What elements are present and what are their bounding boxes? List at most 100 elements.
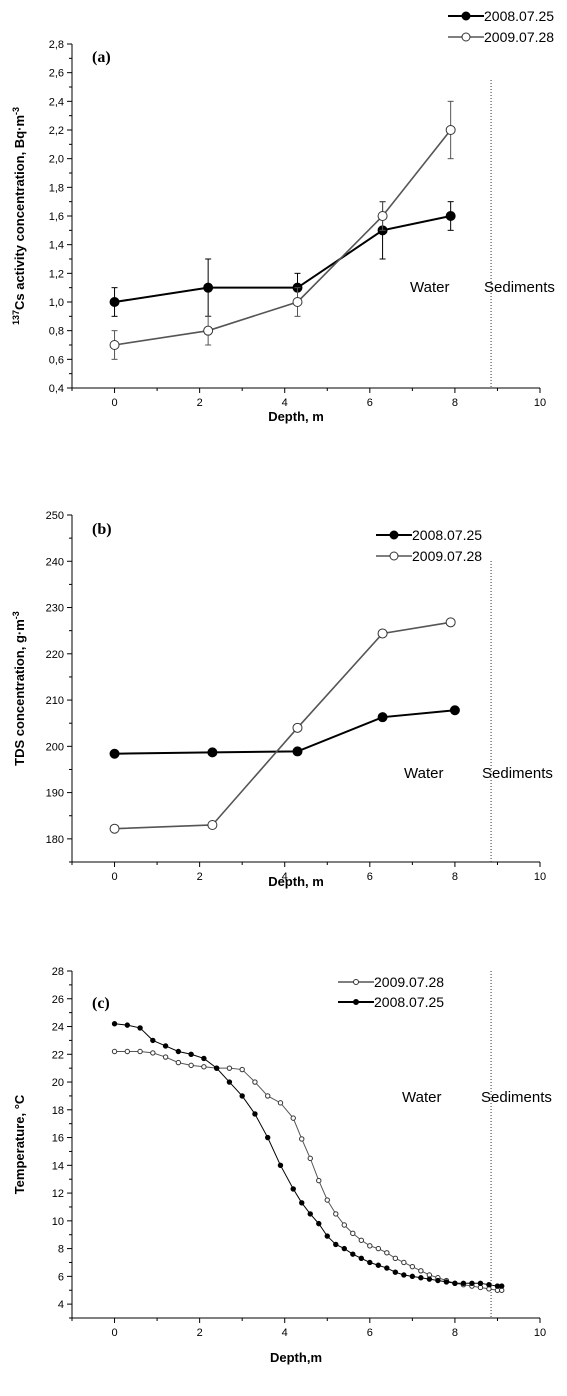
- data-point: [207, 747, 218, 758]
- x-axis-title: Depth, m: [268, 409, 324, 424]
- data-point: [213, 1065, 220, 1071]
- series-line: [114, 129, 452, 346]
- data-point: [384, 1250, 390, 1256]
- y-title-text: Temperature, °C: [12, 1094, 27, 1194]
- x-tick-label: 6: [367, 397, 373, 409]
- data-point: [109, 823, 120, 834]
- data-point: [324, 1233, 330, 1239]
- y-tick-label: 2,8: [49, 39, 64, 51]
- sediments-label: Sediments: [481, 1089, 552, 1106]
- y-tick-label: 200: [46, 741, 64, 753]
- x-tick-label: 8: [452, 1327, 458, 1339]
- x-tick-label: 8: [452, 871, 458, 883]
- data-point: [392, 1269, 399, 1275]
- y-title-superscript: 137: [11, 310, 21, 325]
- legend-marker: [461, 11, 471, 21]
- x-tick-label: 4: [282, 871, 288, 883]
- legend-marker: [461, 32, 471, 42]
- data-point: [109, 297, 120, 307]
- data-point: [150, 1050, 156, 1056]
- data-point: [203, 325, 214, 336]
- y-tick-label: 220: [46, 649, 64, 661]
- legend-marker: [353, 999, 359, 1005]
- y-tick-label: 6: [58, 1271, 64, 1283]
- data-point: [299, 1136, 305, 1142]
- y-tick-label: 210: [46, 695, 64, 707]
- y-tick-label: 10: [52, 1216, 64, 1228]
- data-point: [445, 125, 456, 135]
- data-point: [435, 1277, 441, 1284]
- data-point: [486, 1281, 492, 1288]
- y-tick-label: 1,8: [49, 182, 64, 194]
- y-tick-label: 2,4: [49, 96, 64, 108]
- data-point: [350, 1230, 356, 1237]
- data-point: [226, 1065, 233, 1071]
- y-title-text: TDS concentration, g·m: [12, 619, 27, 766]
- data-point: [252, 1111, 258, 1117]
- series-2009.07.28: [111, 1048, 505, 1293]
- data-point: [252, 1079, 258, 1085]
- data-point: [201, 1064, 207, 1070]
- data-point: [292, 722, 303, 733]
- series-2009.07.28: [109, 617, 456, 834]
- legend-marker: [353, 979, 359, 985]
- y-tick-label: 2,0: [49, 154, 64, 166]
- panel-label: (c): [92, 995, 110, 1012]
- x-tick-label: 10: [534, 871, 546, 883]
- y-tick-label: 1,6: [49, 211, 64, 223]
- y-tick-label: 0,6: [49, 354, 64, 366]
- y-axis-title: TDS concentration, g·m-3: [11, 611, 27, 766]
- data-point: [150, 1037, 156, 1044]
- data-point: [460, 1280, 467, 1287]
- y-axis-title: Temperature, °C: [12, 1094, 27, 1194]
- y-tick-label: 1,4: [49, 240, 64, 252]
- y-title-exponent: -3: [11, 107, 21, 115]
- data-point: [469, 1280, 475, 1287]
- legend-label: 2008.07.25: [484, 8, 554, 24]
- data-point: [111, 1048, 118, 1055]
- data-point: [137, 1025, 143, 1031]
- y-tick-label: 24: [52, 1022, 64, 1034]
- y-title-text: Cs activity concentration, Bq·m: [12, 115, 27, 310]
- data-point: [358, 1255, 365, 1262]
- legend-label: 2009.07.28: [412, 548, 482, 564]
- x-tick-label: 10: [534, 1327, 546, 1339]
- data-point: [445, 211, 456, 221]
- series-2009.07.28: [109, 100, 456, 360]
- x-tick-label: 0: [111, 1327, 117, 1339]
- data-point: [137, 1048, 143, 1055]
- x-tick-label: 4: [282, 1327, 288, 1339]
- panel-label: (a): [92, 49, 111, 66]
- data-point: [265, 1134, 271, 1141]
- data-point: [333, 1211, 339, 1217]
- series-2008.07.25: [109, 201, 456, 317]
- series-line: [114, 1023, 502, 1287]
- data-point: [377, 628, 388, 639]
- sediments-label: Sediments: [482, 765, 553, 782]
- data-point: [292, 297, 303, 307]
- y-tick-label: 0,8: [49, 326, 64, 338]
- chart-panel-1: 0 2 4 6 8 10 0,4 0,6 0,8 1,0 1,2 1,4 1,6 1,8 2,0 2,2 2,4…: [11, 8, 555, 424]
- legend-marker: [389, 551, 399, 561]
- data-point: [316, 1220, 322, 1227]
- y-tick-label: 190: [46, 788, 64, 800]
- data-point: [494, 1283, 501, 1289]
- data-point: [426, 1276, 433, 1282]
- legend-entry: 2008.07.25: [338, 994, 444, 1010]
- data-point: [418, 1268, 424, 1274]
- y-title-exponent: -3: [11, 611, 21, 619]
- y-tick-label: 180: [46, 834, 64, 846]
- data-point: [239, 1066, 245, 1073]
- y-tick-label: 2,6: [49, 68, 64, 80]
- data-point: [124, 1048, 131, 1055]
- legend-entry: 2008.07.25: [448, 8, 554, 24]
- data-point: [499, 1283, 505, 1289]
- data-point: [445, 617, 456, 628]
- data-point: [201, 1055, 207, 1062]
- data-point: [409, 1273, 416, 1280]
- data-point: [443, 1279, 450, 1285]
- x-tick-label: 6: [367, 1327, 373, 1339]
- x-tick-label: 0: [111, 871, 117, 883]
- water-label: Water: [402, 1089, 441, 1106]
